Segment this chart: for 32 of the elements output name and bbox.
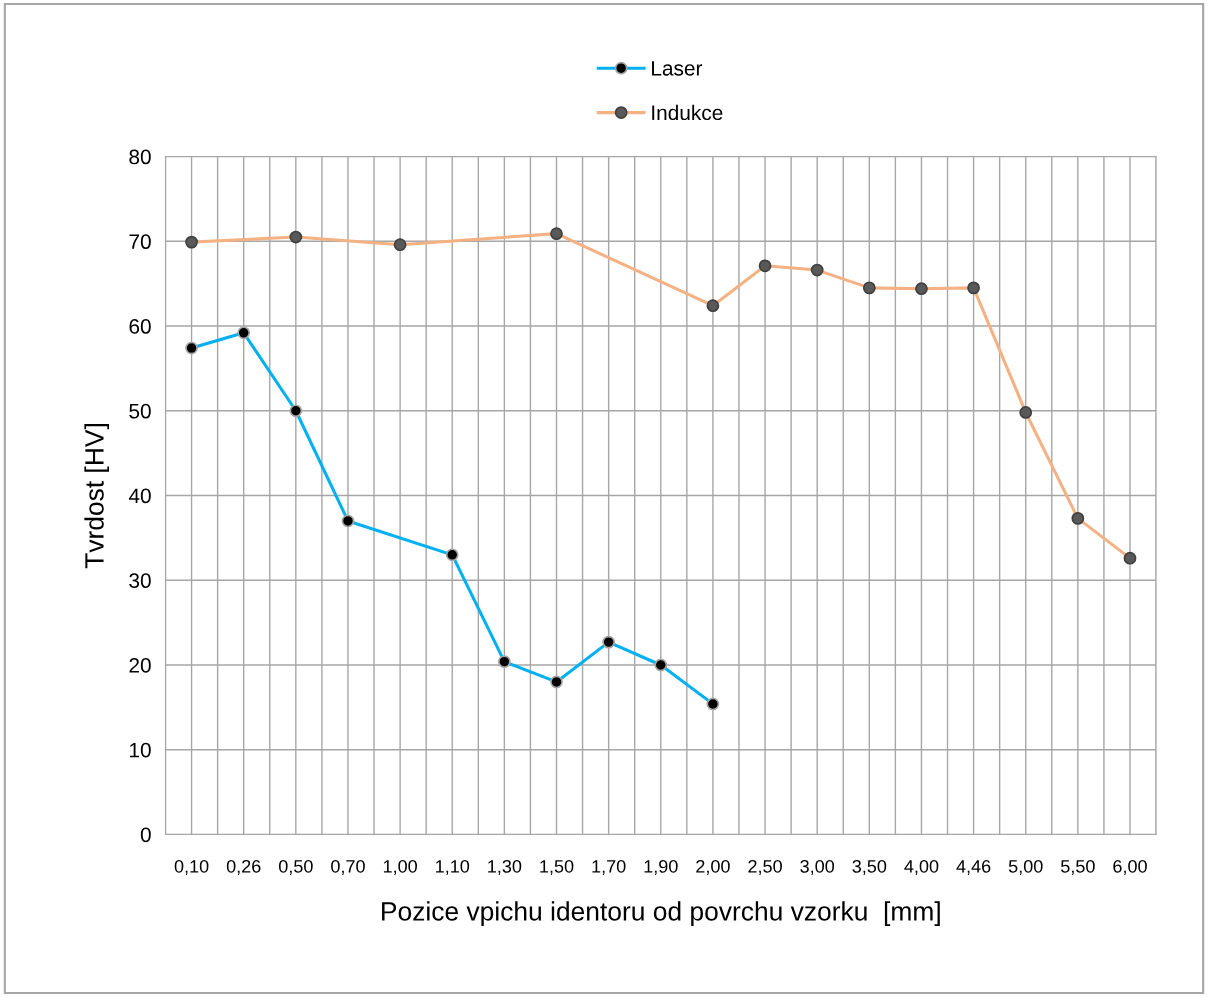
- y-tick-label: 50: [129, 403, 151, 419]
- x-tick-label: 5,50: [1061, 859, 1095, 875]
- x-tick-label: 1,10: [436, 859, 470, 875]
- x-tick-label: 1,30: [488, 859, 522, 875]
- x-tick-label: 4,00: [904, 859, 939, 875]
- x-tick-label: 6,00: [1113, 859, 1147, 875]
- x-tick-label: 5,00: [1008, 859, 1043, 875]
- y-tick-label: 80: [129, 149, 151, 165]
- x-tick-label: 2,00: [696, 859, 730, 875]
- x-axis-title: Pozice vpichu identoru od povrchu vzorku [mm]: [382, 901, 940, 926]
- y-tick-label: 40: [128, 488, 151, 504]
- x-tick-label: 0,26: [226, 859, 261, 875]
- x-tick-label: 1,00: [383, 859, 417, 875]
- y-tick-label: 70: [129, 234, 151, 250]
- y-tick-label: 30: [129, 573, 151, 589]
- y-tick-label: 0: [140, 827, 151, 843]
- x-tick-label: 1,70: [592, 859, 626, 875]
- x-tick-label: 1,50: [540, 859, 574, 875]
- x-tick-label: 0,70: [331, 859, 365, 875]
- y-axis-title: Tvrdost [HV]: [84, 424, 109, 569]
- x-tick-label: 4,46: [956, 859, 991, 875]
- x-tick-label: 0,10: [174, 859, 209, 875]
- y-tick-label: 20: [129, 658, 151, 673]
- legend-label: Laser: [652, 61, 703, 76]
- y-tick-label: 10: [130, 742, 151, 758]
- x-tick-label: 3,50: [852, 859, 887, 875]
- x-tick-label: 2,50: [748, 859, 782, 875]
- y-tick-label: 60: [129, 319, 151, 334]
- x-tick-label: 3,00: [800, 859, 835, 875]
- x-tick-label: 0,50: [278, 859, 313, 875]
- legend-label: Indukce: [652, 104, 723, 121]
- x-tick-label: 1,90: [644, 859, 678, 875]
